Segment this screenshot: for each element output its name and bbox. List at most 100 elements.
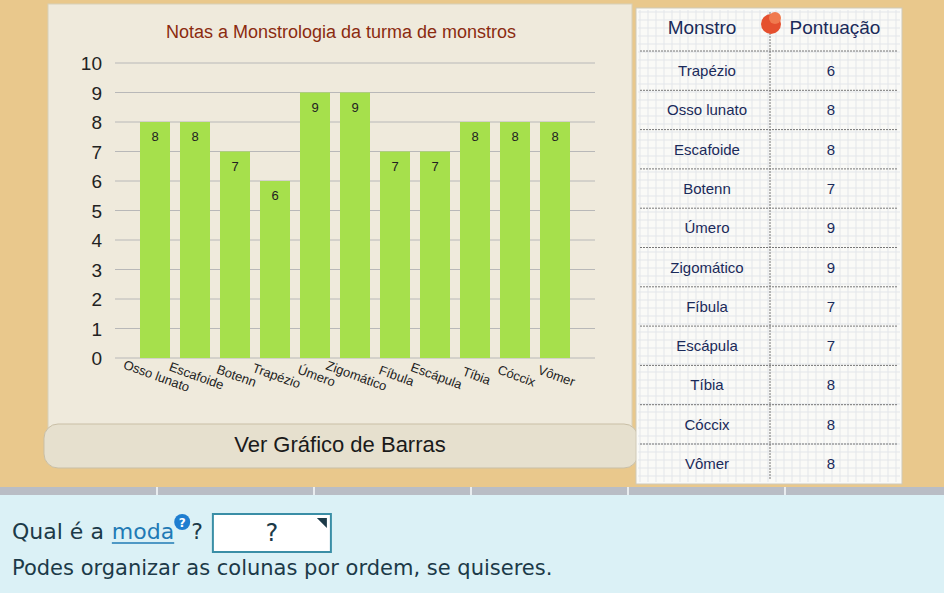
table-cell: 8: [827, 416, 835, 433]
table-cell: 8: [827, 101, 835, 118]
paper-grid: [856, 10, 857, 482]
paper-grid: [638, 92, 900, 93]
x-tick-label: Escápula: [409, 360, 465, 393]
paper-grid: [638, 284, 900, 285]
data-label: 6: [271, 188, 278, 203]
paper-grid: [638, 420, 900, 421]
question-area: [0, 487, 944, 593]
paper-grid: [638, 444, 900, 445]
table-cell: 9: [827, 219, 835, 236]
paper-grid: [638, 180, 900, 181]
paper-grid: [638, 52, 900, 53]
background: [0, 0, 944, 487]
paper-grid: [638, 236, 900, 237]
y-tick-label: 10: [81, 53, 102, 74]
paper-grid: [638, 388, 900, 389]
table-paper: [636, 8, 902, 484]
table-cell: Úmero: [684, 219, 729, 236]
y-tick-label: 4: [91, 230, 102, 251]
paper-grid: [672, 10, 673, 482]
view-button[interactable]: Ver Gráfico de Barras: [234, 432, 446, 457]
data-label: 7: [431, 159, 438, 174]
bar: [420, 152, 450, 359]
table-row-line: [640, 90, 898, 91]
help-icon[interactable]: [174, 514, 190, 530]
data-label: 7: [391, 159, 398, 174]
table-cell: 8: [827, 141, 835, 158]
paper-grid: [638, 132, 900, 133]
paper-grid: [638, 468, 900, 469]
table-row-line: [640, 444, 898, 445]
data-label: 8: [471, 129, 478, 144]
paper-grid: [638, 84, 900, 85]
paper-grid: [638, 220, 900, 221]
paper-grid: [840, 10, 841, 482]
table-header: Monstro: [668, 17, 737, 38]
paper-grid: [720, 10, 721, 482]
y-tick-label: 9: [91, 83, 102, 104]
bar: [460, 122, 490, 358]
paper-grid: [638, 12, 900, 13]
paper-grid: [638, 292, 900, 293]
data-label: 8: [551, 129, 558, 144]
progress-strip: [0, 487, 944, 495]
table-row-line: [640, 286, 898, 287]
y-tick-label: 2: [91, 289, 102, 310]
bar: [540, 122, 570, 358]
parchment: [48, 4, 632, 434]
table-cell: Osso lunato: [667, 101, 747, 118]
x-tick-label: Tíbia: [460, 364, 493, 388]
paper-grid: [638, 460, 900, 461]
paper-grid: [760, 10, 761, 482]
bar: [340, 93, 370, 359]
paper-grid: [638, 196, 900, 197]
question-mark: ?: [191, 519, 203, 544]
strip-separator: [156, 487, 158, 495]
table-row-line: [640, 365, 898, 366]
paper-grid: [638, 188, 900, 189]
x-tick-label: Botenn: [215, 362, 259, 390]
dropdown-corner: [317, 518, 327, 528]
table-cell: Vômer: [685, 455, 729, 472]
paper-grid: [736, 10, 737, 482]
mode-link[interactable]: moda: [112, 519, 174, 544]
answer-box[interactable]: [213, 514, 331, 552]
page: Ver Gráfico de BarrasNotas a Monstrologi…: [0, 0, 944, 593]
table-cell: 7: [827, 337, 835, 354]
paper-grid: [638, 476, 900, 477]
paper-grid: [784, 10, 785, 482]
table-row-line: [640, 208, 898, 209]
paper-grid: [638, 300, 900, 301]
bar: [180, 122, 210, 358]
y-tick-label: 7: [91, 142, 102, 163]
paper-grid: [888, 10, 889, 482]
help-icon-text: ?: [179, 516, 186, 530]
table-cell: 9: [827, 259, 835, 276]
paper-grid: [638, 324, 900, 325]
paper-grid: [704, 10, 705, 482]
paper-grid: [896, 10, 897, 482]
paper-grid: [808, 10, 809, 482]
paper-grid: [638, 308, 900, 309]
paper-grid: [638, 316, 900, 317]
y-tick-label: 0: [91, 348, 102, 369]
paper-grid: [638, 212, 900, 213]
table-divider: [770, 12, 771, 480]
paper-grid: [638, 412, 900, 413]
data-label: 9: [351, 100, 358, 115]
table-cell: 7: [827, 298, 835, 315]
paper-grid: [744, 10, 745, 482]
table-cell: Escafoide: [674, 141, 740, 158]
hint-text: Podes organizar as colunas por ordem, se…: [12, 556, 552, 580]
paper-grid: [638, 332, 900, 333]
table-cell: 6: [827, 62, 835, 79]
table-header: Pontuação: [790, 17, 881, 38]
paper-grid: [638, 428, 900, 429]
table-row-line: [640, 326, 898, 327]
grid-line: [115, 63, 595, 64]
paper-grid: [638, 172, 900, 173]
paper-grid: [664, 10, 665, 482]
y-tick-label: 8: [91, 112, 102, 133]
scroll-roll: [44, 424, 638, 468]
paper-grid: [776, 10, 777, 482]
